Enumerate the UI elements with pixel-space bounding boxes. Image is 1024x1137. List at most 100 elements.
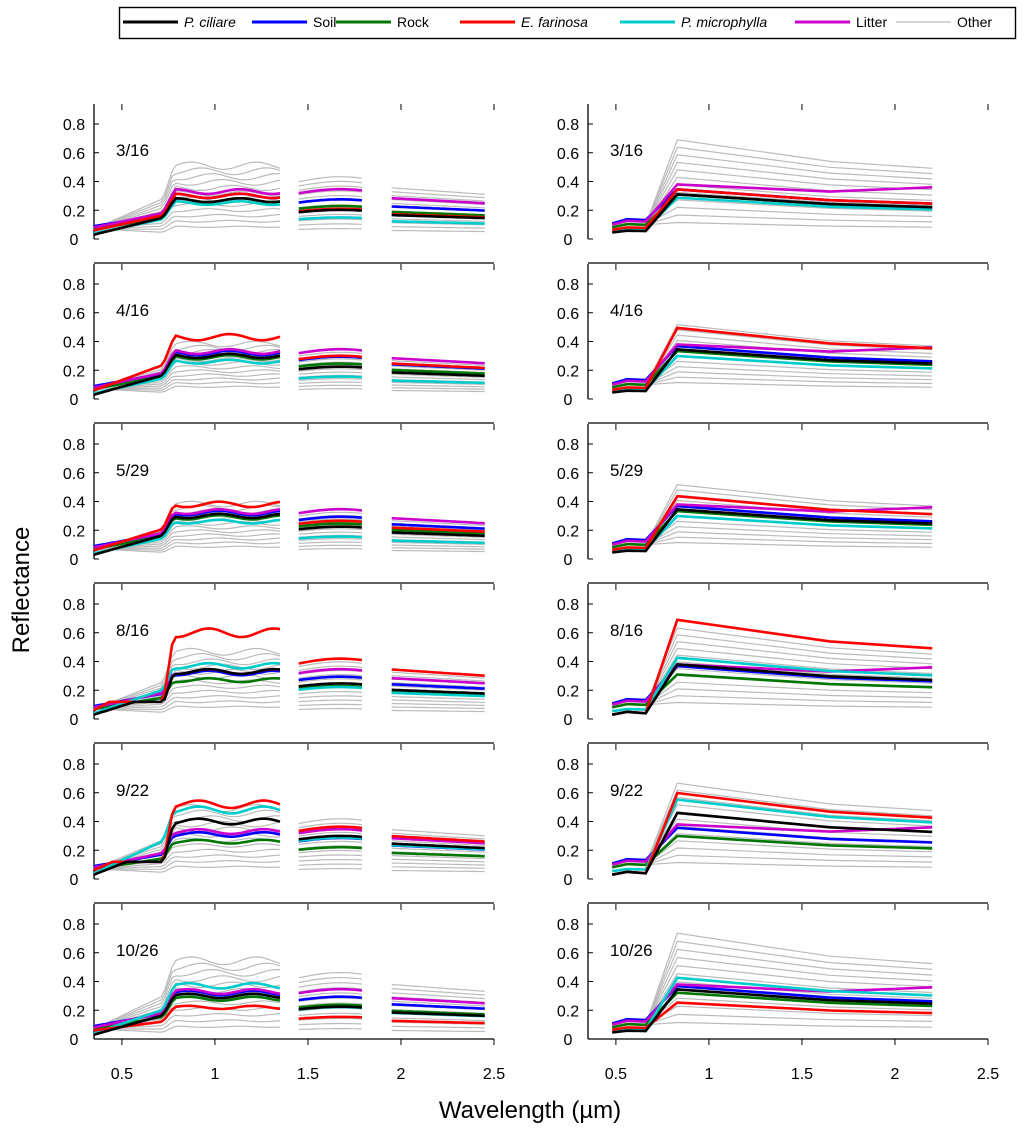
pm-band-line	[612, 354, 933, 393]
other-spectrum-line	[391, 832, 485, 840]
rock-spectrum-line	[298, 1003, 362, 1009]
soil-spectrum-line	[298, 675, 363, 682]
rock-spectrum-line	[298, 204, 362, 210]
other-spectrum-line	[298, 976, 362, 984]
rock-spectrum-line	[391, 528, 485, 535]
other-spectrum-line	[298, 223, 362, 226]
other-spectrum-line	[391, 858, 485, 863]
y-tick-label: 0.8	[63, 597, 85, 614]
ef-spectrum-line	[298, 1015, 362, 1020]
y-tick-label: 0.4	[63, 815, 85, 832]
other-spectrum-line	[391, 365, 485, 371]
litter-spectrum-line	[298, 347, 363, 355]
other-spectrum-line	[94, 377, 281, 390]
pc-spectrum-line	[298, 834, 363, 841]
y-tick-label: 0.8	[557, 437, 579, 454]
ef-spectrum-line	[391, 362, 485, 370]
other-spectrum-line	[298, 378, 362, 381]
panel-date-label: 8/16	[610, 621, 643, 640]
ef-spectrum-line	[298, 519, 363, 526]
other-spectrum-line	[93, 705, 281, 713]
y-tick-label: 0.6	[557, 146, 579, 163]
panel-3-continuous: 0 0.2 0.4 0.6 0.8 5/29	[63, 424, 495, 584]
other-spectrum-line	[298, 195, 362, 200]
pc-spectrum-line	[298, 525, 363, 531]
other-spectrum-line	[93, 225, 281, 233]
other-spectrum-line	[391, 536, 485, 541]
ef-band-line	[611, 188, 933, 232]
panel-date-label: 10/26	[116, 941, 159, 960]
other-spectrum-line	[298, 695, 362, 699]
y-tick-label: 0	[70, 232, 79, 249]
other-spectrum-line	[298, 381, 362, 384]
y-tick-label: 0.2	[557, 1003, 579, 1020]
litter-spectrum-line	[93, 347, 281, 389]
other-band-line	[612, 1021, 933, 1028]
pc-spectrum-line	[298, 365, 363, 371]
rock-spectrum-line	[391, 1009, 485, 1016]
ef-band-line	[611, 1001, 933, 1032]
litter-spectrum-line	[391, 836, 485, 845]
y-tick-label: 0.6	[557, 626, 579, 643]
other-spectrum-line	[298, 699, 362, 703]
panel-5-continuous: 0 0.2 0.4 0.6 0.8 9/22	[63, 744, 495, 904]
other-spectrum-line	[93, 695, 281, 710]
other-spectrum-line	[391, 983, 485, 992]
panel-6-bands: 0 0.2 0.4 0.6 0.8 10/26 0.5 1 1.5 2 2.5	[557, 904, 999, 1083]
other-spectrum-line	[94, 1019, 281, 1030]
pm-spectrum-line	[391, 379, 485, 385]
other-spectrum-line	[298, 358, 362, 363]
other-spectrum-line	[93, 653, 281, 710]
y-tick-label: 0	[70, 392, 79, 409]
other-band-line	[612, 701, 933, 708]
other-spectrum-line	[93, 809, 281, 870]
other-spectrum-line	[298, 1012, 362, 1016]
litter-spectrum-line	[391, 356, 485, 365]
ef-spectrum-line	[391, 526, 485, 533]
other-spectrum-line	[391, 187, 485, 195]
other-spectrum-line	[391, 218, 485, 222]
other-spectrum-line	[298, 518, 362, 523]
x-tick-label: 1	[210, 1066, 219, 1083]
soil-spectrum-line	[298, 515, 363, 522]
other-spectrum-line	[93, 700, 281, 711]
pc-spectrum-line	[93, 196, 281, 236]
soil-spectrum-line	[391, 1003, 485, 1010]
y-tick-label: 0	[564, 232, 573, 249]
y-tick-label: 0.4	[557, 815, 579, 832]
panel-4-continuous: 0 0.2 0.4 0.6 0.8 8/16	[63, 584, 495, 744]
other-spectrum-line	[298, 863, 362, 866]
legend-label-pc: P. ciliare	[184, 14, 236, 30]
y-tick-label: 0.2	[557, 363, 579, 380]
other-spectrum-line	[391, 685, 485, 691]
x-tick-label: 1.5	[791, 1066, 813, 1083]
other-spectrum-line	[391, 706, 485, 710]
ef-spectrum-line	[298, 657, 363, 665]
ef-spectrum-line	[298, 354, 363, 361]
other-spectrum-line	[298, 703, 362, 707]
other-spectrum-line	[93, 848, 281, 870]
other-spectrum-line	[93, 689, 281, 710]
other-spectrum-line	[298, 176, 362, 183]
other-spectrum-line	[298, 531, 362, 535]
y-tick-label: 0.6	[557, 466, 579, 483]
legend-label-soil: Soil	[313, 14, 336, 30]
other-spectrum-line	[391, 829, 485, 837]
other-spectrum-line	[391, 202, 485, 209]
rock-spectrum-line	[391, 368, 485, 375]
y-tick-label: 0.8	[557, 597, 579, 614]
y-tick-label: 0.8	[63, 277, 85, 294]
y-tick-label: 0.8	[63, 917, 85, 934]
pc-spectrum-line	[391, 688, 485, 695]
pm-band-line	[612, 514, 933, 553]
other-spectrum-line	[298, 665, 362, 671]
litter-spectrum-line	[391, 516, 485, 525]
pm-band-line	[612, 976, 933, 1033]
pc-band-line	[611, 811, 933, 876]
other-spectrum-line	[391, 675, 485, 682]
soil-spectrum-line	[391, 205, 485, 212]
pc-spectrum-line	[298, 1005, 363, 1011]
litter-spectrum-line	[298, 987, 363, 995]
soil-spectrum-line	[298, 995, 363, 1002]
